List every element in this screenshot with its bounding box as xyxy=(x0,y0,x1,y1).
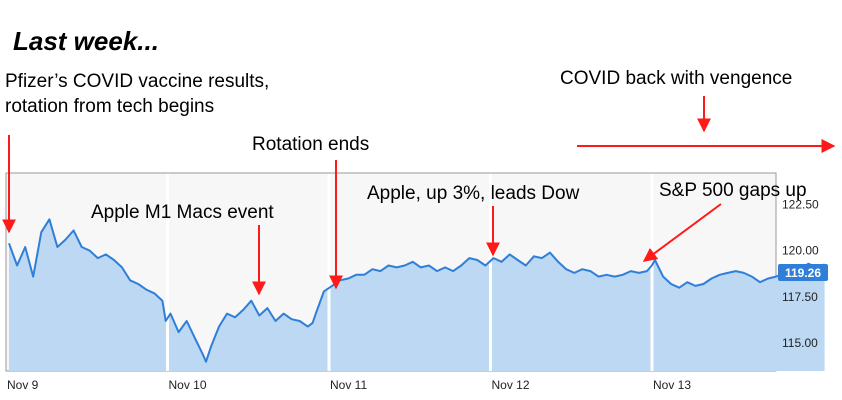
session-gaps xyxy=(166,174,654,371)
last-price-label: 119.26 xyxy=(785,266,821,280)
annotation-sp500: S&P 500 gaps up xyxy=(659,180,807,201)
x-tick-label: Nov 11 xyxy=(330,378,367,392)
x-axis-ticks: Nov 9 Nov 10 Nov 11 Nov 12 Nov 13 xyxy=(7,378,691,392)
x-tick-label: Nov 12 xyxy=(492,378,530,392)
annotation-pfizer-line1: Pfizer’s COVID vaccine results, xyxy=(5,71,269,92)
last-price-badge: 119.26 xyxy=(778,264,828,281)
y-tick-label: 117.50 xyxy=(782,290,818,304)
x-tick-label: Nov 10 xyxy=(169,378,207,392)
price-line xyxy=(8,218,825,363)
price-area xyxy=(9,219,825,371)
annotation-rotation-ends: Rotation ends xyxy=(252,134,369,155)
slide-heading: Last week... xyxy=(13,26,159,56)
x-tick-label: Nov 13 xyxy=(653,378,691,392)
annotation-pfizer-line2: rotation from tech begins xyxy=(5,96,214,117)
line-layer xyxy=(8,218,825,363)
y-axis-ticks: 115.00 117.50 120.00 122.50 xyxy=(782,198,819,351)
annotation-apple-up: Apple, up 3%, leads Dow xyxy=(367,183,580,204)
y-tick-label: 120.00 xyxy=(782,244,819,258)
annotation-arrows xyxy=(2,96,836,296)
arrow-sp500 xyxy=(642,203,722,262)
x-tick-label: Nov 9 xyxy=(7,378,39,392)
y-tick-label: 122.50 xyxy=(782,198,819,212)
area-layer xyxy=(9,219,825,371)
y-tick-label: 115.00 xyxy=(782,336,818,350)
last-price-badge-bg xyxy=(778,264,828,281)
annotation-covid: COVID back with vengence xyxy=(560,68,792,89)
annotation-apple-event: Apple M1 Macs event xyxy=(91,202,274,223)
